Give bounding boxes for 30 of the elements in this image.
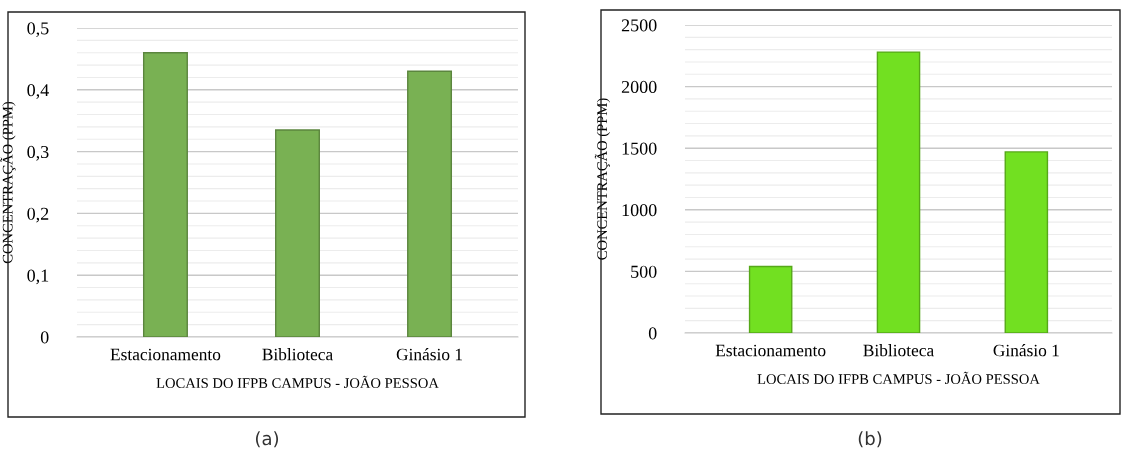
- bar: [142, 52, 188, 337]
- y-tick-label: 500: [631, 265, 657, 278]
- y-tick-label: 1000: [622, 204, 657, 217]
- y-tick-label: 2000: [621, 80, 657, 94]
- y-tick-label: 0,4: [27, 84, 49, 99]
- y-tick-label: 0,1: [27, 269, 49, 285]
- x-axis-title: LOCAIS DO IFPB CAMPUS - JOÃO PESSOA: [156, 375, 439, 389]
- y-tick-label: 1500: [622, 142, 657, 155]
- x-tick-label: Estacionamento: [110, 348, 221, 361]
- y-axis-title: CONCENTRAÇÃO (PPM): [0, 101, 16, 264]
- x-tick-label: Biblioteca: [863, 344, 934, 357]
- y-axis-title: CONCENTRAÇÃO (PPM): [594, 98, 610, 260]
- x-tick-label: Biblioteca: [262, 348, 333, 361]
- bar: [407, 70, 453, 337]
- x-tick-label: Ginásio 1: [396, 348, 463, 361]
- bar: [275, 129, 320, 337]
- y-tick-label: 0,3: [27, 145, 49, 161]
- text: (b): [858, 431, 882, 448]
- bar: [876, 51, 921, 333]
- bar: [1004, 151, 1049, 333]
- y-tick-label: 0: [648, 327, 657, 340]
- x-axis-title: LOCAIS DO IFPB CAMPUS - JOÃO PESSOA: [757, 371, 1040, 385]
- y-tick-label: 0,5: [27, 22, 49, 38]
- y-tick-label: 0: [40, 331, 49, 344]
- y-tick-label: 0,2: [27, 207, 49, 223]
- text: (a): [255, 431, 279, 448]
- y-tick-label: 2500: [621, 19, 657, 32]
- x-tick-label: Ginásio 1: [993, 344, 1059, 357]
- bar: [748, 265, 793, 333]
- x-tick-label: Estacionamento: [715, 344, 826, 357]
